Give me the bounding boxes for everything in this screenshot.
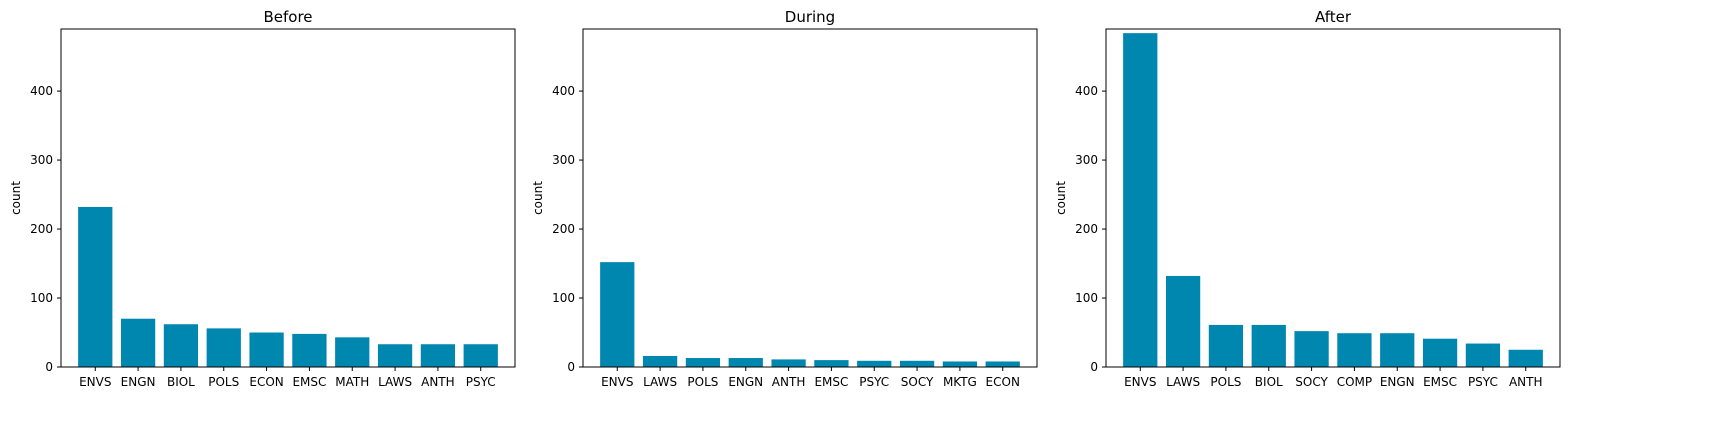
bar-envs [78,206,113,367]
bar-laws [642,355,678,367]
chart-2: After count ENVS LAWS POLS BIOL SOCY COMP ENGN EM… [1054,8,1561,389]
x-tick-label: LAWS [643,375,677,389]
x-tick-label: ENGN [1380,375,1415,389]
bar-engn [728,358,763,367]
y-tick-label: 100 [1075,291,1098,305]
y-tick-label: 300 [552,153,575,167]
x-tick-label: SOCY [1295,375,1328,389]
y-axis-label: count [9,181,23,215]
bar-econ [249,332,284,367]
x-tick-label: PSYC [466,375,496,389]
bar-psyc [857,360,892,367]
x-tick-label: MKTG [943,375,977,389]
y-tick-label: 0 [567,360,575,374]
y-tick-label: 0 [1090,360,1098,374]
chart-title: Before [263,8,312,26]
x-tick-label: LAWS [378,375,412,389]
x-tick-label: BIOL [167,375,195,389]
y-tick-label: 200 [1075,222,1098,236]
bar-biol [163,324,199,367]
bar-emsc [814,360,849,367]
x-tick-label: COMP [1337,375,1372,389]
bar-engn [1380,333,1415,367]
bar-anth [771,359,806,367]
y-tick-label: 100 [30,291,53,305]
x-tick-label: POLS [208,375,239,389]
chart-title: During [785,8,835,26]
bar-emsc [1422,338,1458,367]
x-tick-label: ANTH [1509,375,1543,389]
bar-envs [600,262,635,367]
bar-anth [1508,349,1543,367]
y-tick-label: 300 [1075,153,1098,167]
x-tick-label: ANTH [772,375,806,389]
y-tick-label: 400 [30,84,53,98]
plot-frame [60,28,516,368]
x-tick-label: ANTH [421,375,455,389]
bar-emsc [292,333,327,367]
x-tick-label: ECON [986,375,1020,389]
bar-econ [985,361,1020,367]
bar-laws [377,344,413,367]
y-axis-label: count [1054,181,1068,215]
bar-pols [206,328,241,367]
x-tick-label: EMSC [814,375,848,389]
x-tick-label: ENVS [1124,375,1156,389]
plot-frame [1105,28,1561,368]
chart-0: Before count ENVS ENGN BIOL POLS ECON EMSC MATH L… [9,8,516,389]
y-tick-label: 200 [30,222,53,236]
x-tick-label: ENGN [121,375,156,389]
x-tick-label: BIOL [1255,375,1283,389]
x-tick-label: PSYC [1468,375,1498,389]
bar-mktg [942,361,978,367]
x-tick-label: POLS [1210,375,1241,389]
bar-psyc [463,344,498,367]
bar-laws [1165,275,1201,367]
bar-pols [685,358,721,367]
x-tick-label: LAWS [1166,375,1200,389]
bar-socy [899,360,935,367]
chart-title: After [1315,8,1352,26]
x-tick-label: ECON [249,375,283,389]
y-tick-label: 400 [1075,84,1098,98]
chart-1: During count ENVS LAWS POLS ENGN ANTH EMSC PSYC S… [531,8,1038,389]
bar-pols [1208,324,1244,367]
y-tick-label: 400 [552,84,575,98]
y-axis-label: count [531,181,545,215]
x-tick-label: SOCY [901,375,934,389]
bar-biol [1251,324,1286,367]
bar-envs [1123,33,1158,368]
bar-comp [1337,333,1372,367]
y-tick-label: 200 [552,222,575,236]
x-tick-label: PSYC [859,375,889,389]
plot-frame [582,28,1038,368]
x-tick-label: ENVS [601,375,633,389]
x-tick-label: MATH [335,375,369,389]
bar-engn [120,318,156,367]
y-tick-label: 300 [30,153,53,167]
x-tick-label: POLS [687,375,718,389]
bar-math [335,337,370,367]
y-tick-label: 100 [552,291,575,305]
y-tick-label: 0 [45,360,53,374]
x-tick-label: EMSC [292,375,326,389]
bar-anth [420,344,456,367]
x-tick-label: ENGN [728,375,763,389]
x-tick-label: ENVS [79,375,111,389]
bar-socy [1294,331,1329,367]
x-tick-label: EMSC [1423,375,1457,389]
bar-psyc [1465,343,1501,367]
